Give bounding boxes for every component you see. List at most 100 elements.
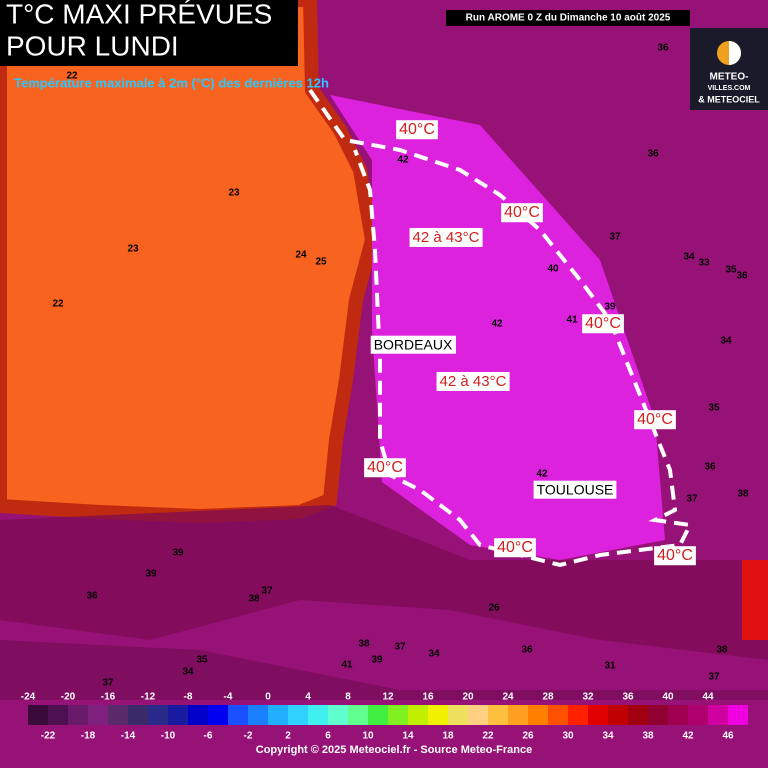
isotherm-label: 40°C	[585, 315, 621, 332]
hot-zone	[330, 95, 665, 560]
scale-swatch	[28, 705, 48, 725]
scale-swatch	[88, 705, 108, 725]
temperature-value: 37	[686, 494, 698, 505]
temperature-value: 24	[295, 250, 307, 261]
scale-label: 32	[582, 692, 594, 703]
relief	[0, 640, 768, 700]
scale-label: 30	[562, 731, 574, 742]
scale-swatch	[48, 705, 68, 725]
scale-swatch	[488, 705, 508, 725]
scale-label: 38	[642, 731, 654, 742]
temperature-value: 39	[371, 655, 383, 666]
isotherm-label: 40°C	[504, 204, 540, 221]
temperature-value: 42	[397, 155, 409, 166]
temperature-value: 22	[66, 71, 78, 82]
title-line: T°C MAXI PRÉVUES	[6, 0, 272, 29]
scale-swatch	[308, 705, 328, 725]
scale-swatch	[188, 705, 208, 725]
scale-label: 34	[602, 731, 614, 742]
scale-label: 10	[362, 731, 374, 742]
scale-label: 2	[285, 731, 291, 742]
city-label-box	[533, 480, 617, 499]
temperature-value: 37	[261, 586, 273, 597]
scale-label: 24	[502, 692, 514, 703]
city-label: TOULOUSE	[537, 482, 614, 498]
temperature-value: 42	[536, 469, 548, 480]
scale-swatch	[408, 705, 428, 725]
footer: Copyright © 2025 Meteociel.fr - Source M…	[256, 744, 532, 756]
city-label: BORDEAUX	[374, 337, 453, 353]
temperature-value: 25	[315, 257, 327, 268]
scale-label: -20	[61, 692, 76, 703]
scale-swatch	[288, 705, 308, 725]
temperature-value: 37	[708, 672, 720, 683]
temperature-value: 36	[521, 645, 533, 656]
isotherm-label: 40°C	[497, 539, 533, 556]
scale-swatch	[668, 705, 688, 725]
isotherm-label-box	[582, 314, 624, 334]
scale-label: 40	[662, 692, 674, 703]
scale-label: 20	[462, 692, 474, 703]
temperature-value: 34	[720, 336, 732, 347]
temperature-value: 37	[609, 232, 621, 243]
scale-label: -24	[21, 692, 36, 703]
isotherm-label-box	[634, 410, 676, 430]
scale-swatch	[708, 705, 728, 725]
temperature-value: 38	[737, 489, 749, 500]
scale-label: 44	[702, 692, 714, 703]
temperature-value: 36	[86, 591, 98, 602]
scale-swatch	[588, 705, 608, 725]
temperature-value: 36	[647, 149, 659, 160]
temperature-value: 34	[428, 649, 440, 660]
scale-label: 26	[522, 731, 534, 742]
temperature-value: 37	[102, 678, 114, 689]
temperature-value: 23	[127, 244, 139, 255]
temperature-value: 39	[145, 569, 157, 580]
scale-swatch	[688, 705, 708, 725]
temperature-value: 38	[248, 594, 260, 605]
isotherm-label-box	[501, 203, 543, 223]
scale-swatch	[268, 705, 288, 725]
logo-text: & METEOCIEL	[698, 94, 760, 104]
scale-label: 6	[325, 731, 331, 742]
scale-swatch	[388, 705, 408, 725]
color-scale: -24 -20 -16 -12 -8 -4 0 4 8 12 16 20 24 28 32 36 40 44-22…	[21, 692, 748, 742]
scale-label: -12	[141, 692, 156, 703]
temperature-value: 26	[488, 603, 500, 614]
mountains	[0, 505, 768, 660]
temperature-value: 34	[182, 667, 194, 678]
scale-label: -10	[161, 731, 176, 742]
temperature-value: 41	[566, 315, 578, 326]
run-info: Run AROME 0 Z du Dimanche 10 août 2025	[466, 13, 671, 24]
isotherm-label: 40°C	[637, 411, 673, 428]
scale-label: 0	[265, 692, 271, 703]
title-box	[0, 0, 298, 66]
zone-label: 42 à 43°C	[440, 373, 507, 390]
isotherm-label-box	[654, 546, 696, 566]
scale-swatch	[448, 705, 468, 725]
scale-swatch	[248, 705, 268, 725]
temperature-value: 37	[394, 642, 406, 653]
scale-label: 16	[422, 692, 434, 703]
scale-label: -4	[224, 692, 233, 703]
scale-label: 12	[382, 692, 394, 703]
scale-swatch	[108, 705, 128, 725]
temperature-value: 23	[228, 188, 240, 199]
logo-icon	[729, 41, 741, 65]
scale-label: -18	[81, 731, 96, 742]
logo-text: VILLES.COM	[708, 85, 751, 92]
scale-label: 18	[442, 731, 454, 742]
scale-swatch	[228, 705, 248, 725]
scale-swatch	[608, 705, 628, 725]
zone-label-box	[409, 227, 483, 247]
isotherm-label: 40°C	[657, 547, 693, 564]
temperature-value: 36	[657, 43, 669, 54]
scale-label: -14	[121, 731, 136, 742]
isotherm-label-box	[396, 120, 438, 140]
scale-swatch	[568, 705, 588, 725]
isotherm-label: 40°C	[367, 459, 403, 476]
scale-swatch	[428, 705, 448, 725]
temperature-value: 35	[708, 403, 720, 414]
zone-label: 42 à 43°C	[413, 229, 480, 246]
scale-swatch	[328, 705, 348, 725]
